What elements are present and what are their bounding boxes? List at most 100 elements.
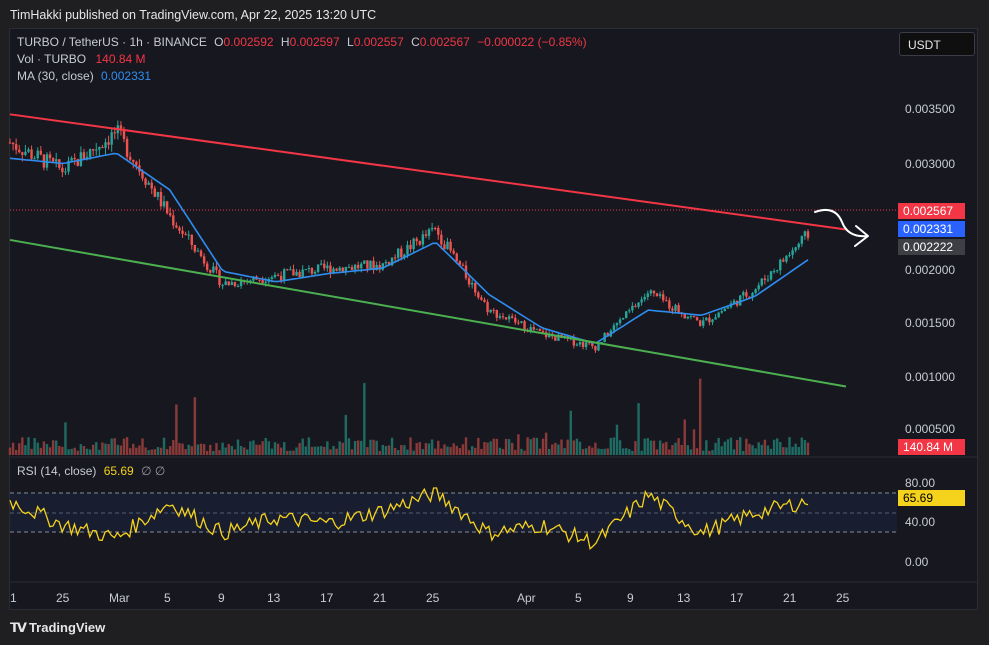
volume-bar [212,450,215,455]
candle-body [184,233,187,235]
volume-bar [21,437,24,455]
volume-bar [578,441,582,455]
ohlc-legend[interactable]: TURBO / TetherUS · 1h · BINANCE O0.00259… [17,35,587,49]
candle-body [406,244,409,255]
ma-line [9,152,809,344]
volume-bar [603,448,606,455]
volume-bar [30,448,33,455]
volume-bar [338,441,341,455]
volume-bar [387,445,391,455]
volume-bar [748,443,751,455]
volume-bar [698,378,702,455]
volume-bar [584,448,588,455]
symbol-label: TURBO / TetherUS · 1h · BINANCE [17,35,207,49]
candle-body [455,253,458,261]
volume-bar [424,443,428,455]
candle-body [409,244,412,250]
candle-body [440,234,443,245]
volume-bar [535,437,539,455]
low-label: L [347,35,354,49]
volume-legend[interactable]: Vol · TURBO 140.84 M [17,52,146,66]
volume-bar [437,440,440,455]
candle-body [45,154,49,168]
volume-bar [313,446,317,455]
volume-bar [544,432,548,455]
volume-bar [735,439,739,455]
candle-body [461,264,465,266]
projection-arrow [814,209,869,247]
volume-bar [788,437,791,455]
volume-bar [242,447,246,455]
candle-body [702,320,705,326]
volume-bar [720,446,723,455]
price-tick: 0.003500 [905,102,956,116]
candle-body [511,316,514,318]
candle-body [507,316,511,320]
candle-body [541,331,545,333]
candle-body [212,266,215,273]
candle-body [775,270,779,272]
volume-bar [674,442,677,455]
candle-body [486,301,489,313]
candle-body [233,282,237,286]
volume-bar [175,404,178,455]
candle-body [64,171,67,173]
candle-body [239,280,243,286]
candle-body [187,234,190,236]
candle-body [165,201,169,214]
volume-bar [594,442,597,455]
rsi-value-tag: 65.69 [898,490,965,506]
candle-body [21,152,24,155]
resistance-trendline [9,113,847,231]
candle-body [535,328,539,330]
candle-body [175,225,178,228]
candle-body [95,149,98,151]
volume-bar [270,448,274,455]
time-tick: 25 [426,591,440,605]
volume-bar [569,410,572,455]
ma-legend[interactable]: MA (30, close) 0.002331 [17,69,151,83]
candle-body [695,317,699,321]
reference-price-tag: 0.002222 [898,239,965,255]
candle-body [110,132,113,145]
candle-body [67,160,70,172]
candle-body [782,259,785,262]
candle-body [797,243,800,248]
volume-bar [159,447,163,455]
volume-bar [95,442,98,455]
candle-body [403,254,406,258]
volume-bar [489,441,492,455]
volume-bar [353,441,357,455]
candle-body [751,293,754,298]
candle-body [634,305,637,307]
candle-body [581,342,585,347]
volume-bar [470,446,474,455]
volume-bar [400,444,403,455]
candle-body [55,159,58,162]
volume-bar [486,442,489,455]
volume-bar [433,448,437,455]
tradingview-logo[interactable]: 𝗧𝗩 TradingView [10,620,105,636]
candle-body [156,192,160,197]
volume-bar [729,437,733,455]
rsi-legend[interactable]: RSI (14, close) 65.69 ∅ ∅ [17,464,165,478]
volume-bar [316,446,320,455]
volume-bar [162,437,166,455]
volume-bar [631,450,634,455]
volume-bar [581,449,585,455]
candle-body [190,234,193,245]
volume-bar [381,444,385,455]
volume-bar [409,437,412,455]
volume-bar [82,446,86,455]
volume-bar [745,438,748,455]
rsi-visibility-icons[interactable]: ∅ ∅ [141,464,166,478]
volume-bar [612,437,616,455]
candle-body [554,336,557,341]
volume-bar [107,444,110,455]
currency-button[interactable]: USDT [899,32,975,56]
candle-body [480,297,483,300]
volume-bar [215,443,218,455]
candle-body [393,257,397,259]
